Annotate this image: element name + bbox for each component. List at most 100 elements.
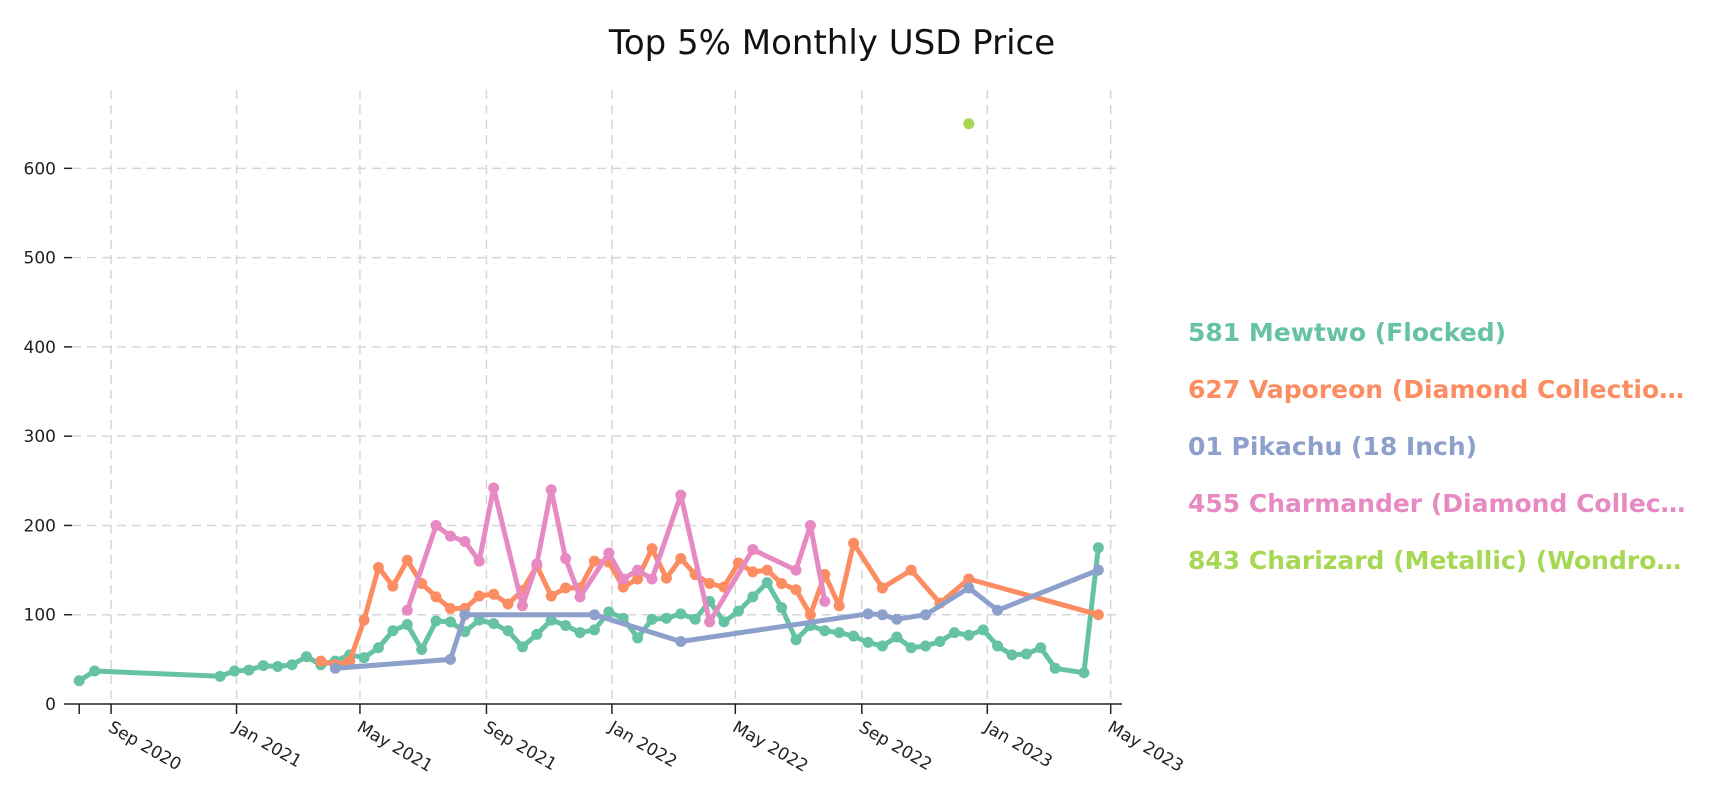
y-tick-label: 200 xyxy=(24,516,56,536)
data-point xyxy=(848,537,860,549)
legend-item-2: 01 Pikachu (18 Inch) xyxy=(1188,432,1477,461)
data-point xyxy=(531,628,543,640)
data-point xyxy=(588,609,600,621)
data-point xyxy=(963,629,975,641)
data-point xyxy=(603,606,615,618)
chart-title: Top 5% Monthly USD Price xyxy=(608,23,1055,63)
data-point xyxy=(992,640,1004,652)
data-point xyxy=(444,602,456,614)
data-point xyxy=(790,584,802,596)
data-point xyxy=(646,573,658,585)
data-point xyxy=(891,631,903,643)
data-point xyxy=(920,609,932,621)
x-tick-label: Jan 2023 xyxy=(980,717,1056,772)
data-point xyxy=(272,661,284,673)
x-tick-label: Sep 2021 xyxy=(480,717,560,775)
series-3 xyxy=(401,482,831,628)
data-point xyxy=(747,591,759,603)
data-point xyxy=(790,634,802,646)
data-point xyxy=(372,642,384,654)
data-point xyxy=(675,636,687,648)
data-point xyxy=(574,591,586,603)
data-point xyxy=(516,641,528,653)
data-point xyxy=(646,543,658,555)
x-tick-label: Jan 2021 xyxy=(229,717,305,772)
data-point xyxy=(516,600,528,612)
data-point xyxy=(1035,642,1047,654)
data-point xyxy=(401,604,413,616)
data-point xyxy=(286,659,298,671)
data-point xyxy=(214,670,226,682)
data-point xyxy=(387,625,399,637)
data-point xyxy=(1006,649,1018,661)
data-point xyxy=(689,613,701,625)
x-tick-label: Sep 2022 xyxy=(855,717,935,775)
series-4 xyxy=(963,118,975,130)
data-point xyxy=(430,615,442,627)
data-point xyxy=(617,573,629,585)
data-point xyxy=(588,624,600,636)
data-point xyxy=(444,616,456,628)
data-point xyxy=(876,640,888,652)
data-point xyxy=(963,573,975,585)
data-point xyxy=(804,609,816,621)
data-point xyxy=(1092,542,1104,554)
data-point xyxy=(632,632,644,644)
data-point xyxy=(459,609,471,621)
data-point xyxy=(617,581,629,593)
data-point xyxy=(1020,648,1032,660)
data-point xyxy=(545,484,557,496)
data-point xyxy=(876,582,888,594)
horizontal-gridlines xyxy=(72,167,1122,616)
series-layer xyxy=(73,118,1104,687)
data-point xyxy=(372,561,384,573)
data-point xyxy=(574,627,586,639)
data-point xyxy=(344,655,356,667)
y-tick-label: 400 xyxy=(24,338,56,358)
data-point xyxy=(675,489,687,501)
data-point xyxy=(560,619,572,631)
data-point xyxy=(531,558,543,570)
data-point xyxy=(761,577,773,589)
data-point xyxy=(444,653,456,665)
data-point xyxy=(963,582,975,594)
data-point xyxy=(963,118,975,130)
data-point xyxy=(603,547,615,559)
data-point xyxy=(588,555,600,567)
data-point xyxy=(488,482,500,494)
series-line xyxy=(332,567,1101,671)
data-point xyxy=(660,572,672,584)
data-point xyxy=(704,616,716,628)
data-point xyxy=(732,605,744,617)
data-point xyxy=(675,552,687,564)
legend-item-1: 627 Vaporeon (Diamond Collectio… xyxy=(1188,375,1684,404)
x-tick-label: May 2022 xyxy=(729,717,812,776)
data-point xyxy=(243,664,255,676)
data-point xyxy=(358,614,370,626)
legend: 581 Mewtwo (Flocked) 627 Vaporeon (Diamon… xyxy=(1188,318,1686,575)
data-point xyxy=(704,577,716,589)
data-point xyxy=(89,665,101,677)
data-point xyxy=(747,566,759,578)
x-tick-label: Jan 2022 xyxy=(605,717,681,772)
data-point xyxy=(300,651,312,663)
data-point xyxy=(632,573,644,585)
data-point xyxy=(891,613,903,625)
data-point xyxy=(488,618,500,630)
data-point xyxy=(473,590,485,602)
data-point xyxy=(934,636,946,648)
y-tick-label: 100 xyxy=(24,606,56,626)
data-point xyxy=(905,642,917,654)
x-tick-label: Sep 2020 xyxy=(105,717,185,775)
data-point xyxy=(430,591,442,603)
data-point xyxy=(646,613,658,625)
data-point xyxy=(675,608,687,620)
data-point xyxy=(833,627,845,639)
y-tick-label: 600 xyxy=(24,159,56,179)
data-point xyxy=(848,630,860,642)
y-tick-label: 0 xyxy=(45,695,56,715)
data-point xyxy=(1049,662,1061,674)
data-point xyxy=(776,602,788,614)
data-point xyxy=(473,614,485,626)
data-point xyxy=(502,598,514,610)
